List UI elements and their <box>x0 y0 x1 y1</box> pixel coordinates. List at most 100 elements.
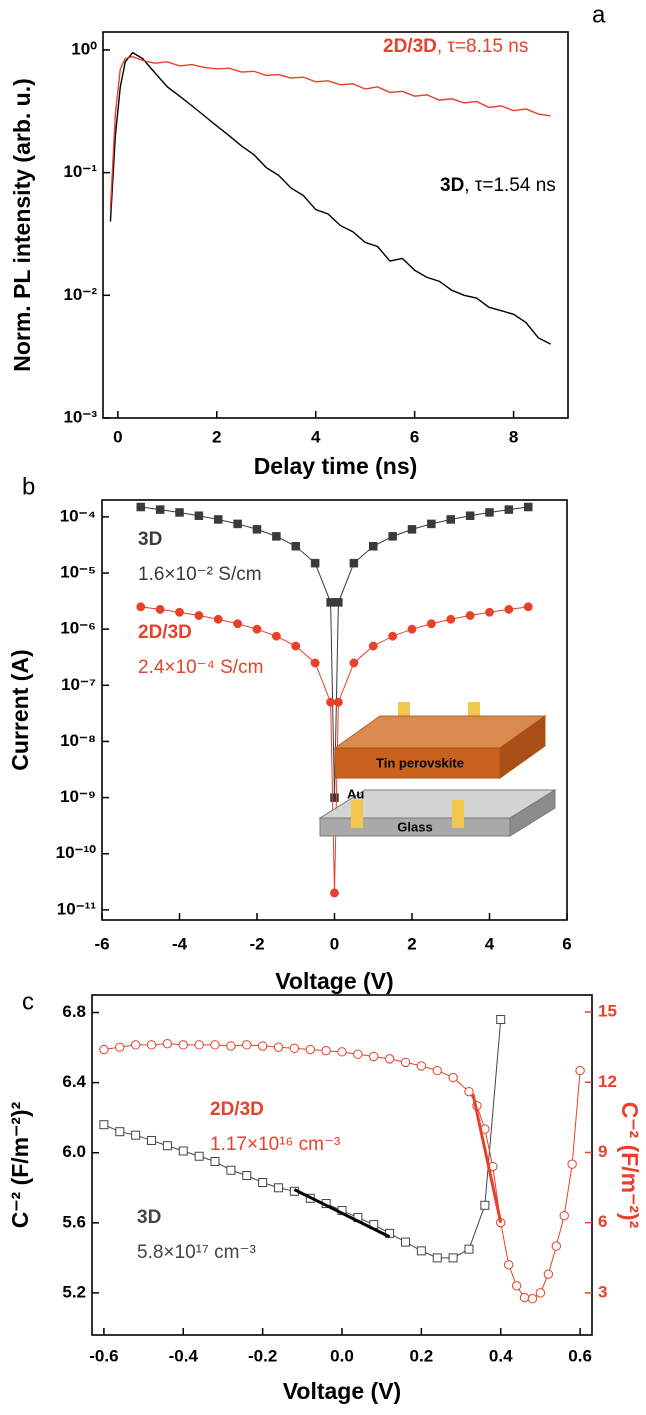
marker <box>330 793 339 802</box>
plot-frame <box>101 499 568 921</box>
marker <box>252 624 262 634</box>
marker <box>291 641 301 651</box>
annotation-name: 2D/3D <box>210 1099 264 1120</box>
marker <box>147 1135 157 1145</box>
x-tick-label: 6 <box>410 427 419 446</box>
fit-line <box>471 1093 503 1223</box>
marker <box>334 598 343 607</box>
marker <box>175 508 184 517</box>
glass-side <box>509 789 556 837</box>
x-tick-label: 2 <box>407 934 416 953</box>
y-tick-label: 10⁻³ <box>63 407 97 426</box>
annotation-text: 2.4×10⁻⁴ S/cm <box>138 657 263 678</box>
marker <box>210 1040 220 1050</box>
marker <box>407 525 417 534</box>
panel-label: a <box>592 1 606 28</box>
marker <box>519 1292 530 1303</box>
marker <box>503 1260 514 1270</box>
marker <box>330 888 339 898</box>
marker <box>291 542 300 551</box>
inset-device: Tin perovskite Au Glass <box>318 702 557 837</box>
y-tick-label: 10⁻⁷ <box>61 675 96 694</box>
x-tick-label: -0.2 <box>248 1346 277 1365</box>
marker <box>464 1244 474 1254</box>
y-axis-title: C⁻² (F/m⁻²)² <box>7 1101 33 1228</box>
y-tick-label: 10⁻⁸ <box>60 731 96 750</box>
marker <box>310 658 320 668</box>
marker <box>178 1146 188 1156</box>
marker <box>162 1038 173 1049</box>
marker <box>368 641 378 651</box>
film-side <box>499 715 546 779</box>
y2-tick-label: 9 <box>598 1142 607 1161</box>
marker <box>485 508 494 517</box>
x-axis-title: Voltage (V) <box>275 968 393 994</box>
plot-frame <box>102 31 569 419</box>
marker <box>326 697 336 707</box>
y-tick-label: 10⁻⁹ <box>60 787 96 806</box>
panel-label: c <box>22 988 34 1015</box>
y-axis-title: Norm. PL intensity (arb. u.) <box>9 78 35 372</box>
y-tick-label: 5.2 <box>62 1282 86 1301</box>
annotation-name: 3D <box>440 175 464 196</box>
annotation: 2D/3D, τ=8.15 ns <box>383 36 528 57</box>
marker <box>504 505 514 514</box>
x-tick-label: -0.6 <box>89 1346 118 1365</box>
marker <box>384 1054 395 1064</box>
marker <box>99 1044 109 1055</box>
y-tick-label: 10⁻¹⁰ <box>56 843 97 862</box>
marker <box>432 1065 442 1076</box>
marker <box>400 1057 411 1068</box>
marker <box>155 505 165 514</box>
marker <box>162 1141 172 1151</box>
y2-tick-label: 6 <box>598 1212 607 1231</box>
marker <box>136 502 145 512</box>
marker <box>310 558 320 568</box>
annotation-name: 2D/3D <box>383 36 437 57</box>
marker <box>400 1237 410 1247</box>
marker <box>448 1253 458 1263</box>
marker <box>523 602 533 612</box>
marker <box>289 1043 300 1054</box>
annotation-text: , τ=8.15 ns <box>437 36 528 57</box>
y2-axis-title: C⁻² (F/m⁻²)² <box>617 1102 643 1229</box>
marker <box>115 1127 125 1137</box>
x-tick-label: 6 <box>562 934 571 953</box>
y2-tick-label: 15 <box>598 1002 617 1021</box>
marker <box>233 619 243 629</box>
y-tick-label: 10⁻⁴ <box>60 506 96 525</box>
marker <box>214 515 223 524</box>
marker <box>99 1120 109 1130</box>
annotation-name: 2D/3D <box>138 622 192 643</box>
marker <box>485 607 494 617</box>
marker <box>543 1269 554 1279</box>
marker <box>252 525 262 534</box>
marker <box>194 1151 204 1161</box>
y2-tick-label: 3 <box>598 1282 607 1301</box>
marker <box>567 1159 577 1169</box>
x-tick-label: 8 <box>509 427 518 446</box>
y-tick-label: 10⁻⁵ <box>60 563 96 582</box>
marker <box>349 658 359 668</box>
marker <box>210 1156 220 1166</box>
y-tick-label: 10⁻¹¹ <box>57 899 97 918</box>
x-tick-label: 4 <box>485 934 495 953</box>
inset-label: Au <box>347 786 364 801</box>
marker <box>432 1253 442 1263</box>
marker <box>226 1041 236 1051</box>
x-tick-label: 0 <box>330 934 339 953</box>
y-axis-title: Current (A) <box>7 649 33 770</box>
x-tick-label: 4 <box>311 427 321 446</box>
marker <box>416 1246 426 1256</box>
fit-line <box>293 1188 391 1239</box>
marker <box>416 1061 427 1071</box>
marker <box>257 1041 268 1051</box>
gold-electrode <box>468 702 480 716</box>
marker <box>388 532 397 541</box>
x-tick-label: 2 <box>212 427 221 446</box>
marker <box>446 614 456 624</box>
marker <box>504 604 514 614</box>
marker <box>369 1051 379 1062</box>
marker <box>155 604 165 614</box>
